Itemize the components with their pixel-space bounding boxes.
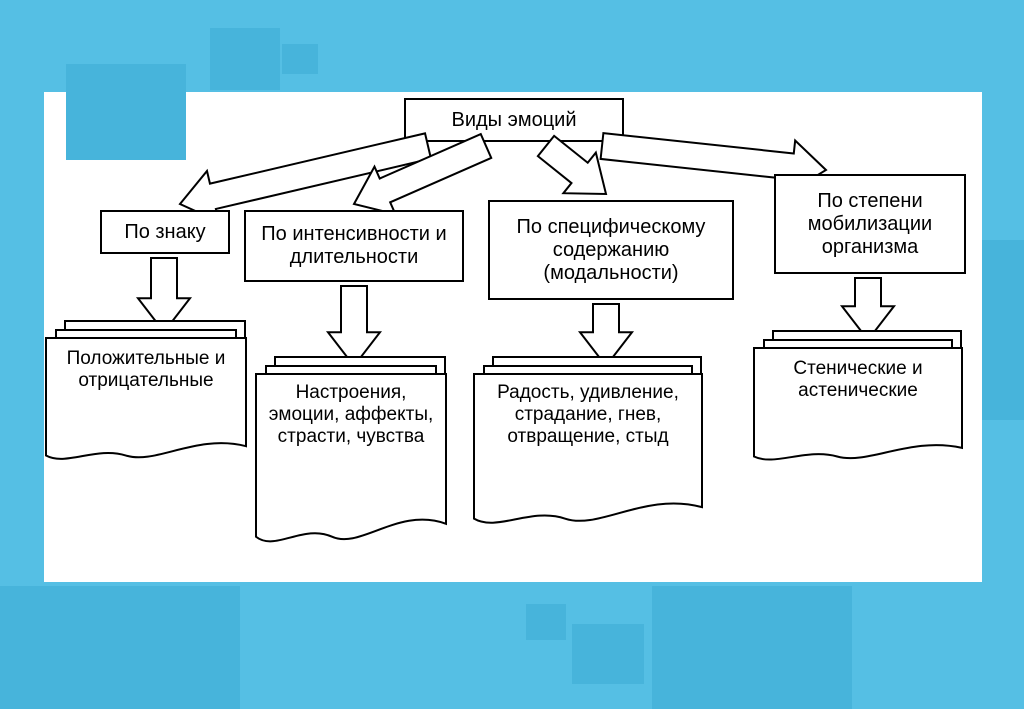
category-box-2: По специфическому содержанию (модальност… xyxy=(488,200,734,300)
diagram-panel: Виды эмоций По знаку Положительные и отриц… xyxy=(44,92,982,582)
category-box-0: По знаку xyxy=(100,210,230,254)
bg-shape-1 xyxy=(282,44,318,74)
leaf-stack-0-front: Положительные и отрицательные xyxy=(46,338,246,468)
category-box-3-label: По степени мобилизации организма xyxy=(776,186,964,263)
bg-shape-5 xyxy=(572,624,644,684)
diagram-canvas: Виды эмоций По знаку Положительные и отриц… xyxy=(0,0,1024,709)
leaf-stack-3: Стенические и астенические xyxy=(754,348,962,468)
leaf-stack-1-label: Настроения, эмоции, аффекты, страсти, чу… xyxy=(256,380,446,450)
category-box-3: По степени мобилизации организма xyxy=(774,174,966,274)
leaf-stack-3-label: Стенические и астенические xyxy=(754,356,962,404)
bg-shape-0 xyxy=(210,28,280,90)
leaf-stack-2-front: Радость, удивление, страдание, гнев, отв… xyxy=(474,374,702,534)
leaf-stack-0: Положительные и отрицательные xyxy=(46,338,246,468)
bg-shape-7 xyxy=(982,240,1024,420)
root-box: Виды эмоций xyxy=(404,98,624,142)
bg-shape-6 xyxy=(652,586,852,709)
bg-shape-3 xyxy=(0,586,240,709)
leaf-stack-3-front: Стенические и астенические xyxy=(754,348,962,468)
leaf-stack-1-front: Настроения, эмоции, аффекты, страсти, чу… xyxy=(256,374,446,554)
leaf-stack-2: Радость, удивление, страдание, гнев, отв… xyxy=(474,374,702,534)
category-box-0-label: По знаку xyxy=(118,217,211,248)
category-box-1: По интенсивности и длительности xyxy=(244,210,464,282)
leaf-stack-2-label: Радость, удивление, страдание, гнев, отв… xyxy=(474,380,702,450)
bg-shape-2 xyxy=(66,64,186,160)
arrow-mid-1 xyxy=(328,286,380,366)
bg-shape-4 xyxy=(526,604,566,640)
category-box-2-label: По специфическому содержанию (модальност… xyxy=(490,212,732,289)
leaf-stack-0-label: Положительные и отрицательные xyxy=(46,346,246,394)
leaf-stack-1: Настроения, эмоции, аффекты, страсти, чу… xyxy=(256,374,446,554)
category-box-1-label: По интенсивности и длительности xyxy=(246,219,462,273)
